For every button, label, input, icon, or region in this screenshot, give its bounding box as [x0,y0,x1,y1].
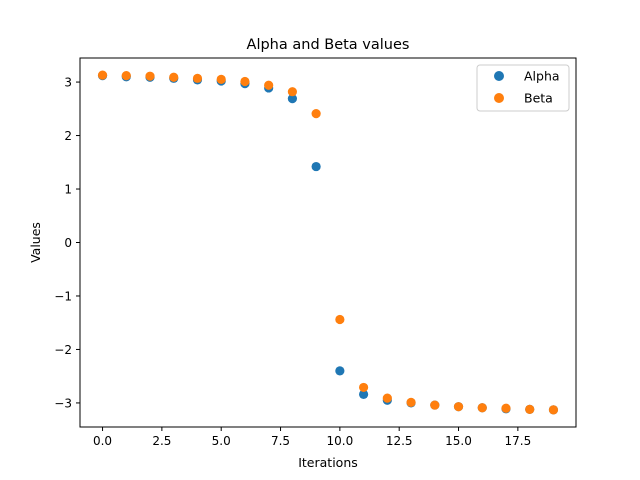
chart-title: Alpha and Beta values [247,37,410,53]
y-tick-label: −3 [54,396,72,410]
x-tick-label: 7.5 [271,434,290,448]
point-beta [382,393,392,403]
point-beta [121,71,131,81]
point-beta [264,80,274,90]
y-axis-ticks: −3 −2 −1 0 1 2 3 [54,76,80,410]
point-beta [240,76,250,87]
point-alpha [287,94,298,104]
legend-marker-alpha [494,71,504,81]
point-beta [192,73,203,83]
point-beta [358,382,369,393]
point-alpha [358,389,369,399]
point-beta [287,87,298,97]
x-tick-label: 17.5 [504,434,531,448]
point-alpha [335,366,345,376]
point-beta [216,74,226,84]
point-alpha [311,161,321,172]
x-axis-ticks: 0.0 2.5 5.0 7.5 10.0 12.5 15.0 17.5 [93,427,531,448]
point-beta [453,402,464,412]
point-beta [169,72,179,82]
x-tick-label: 10.0 [327,434,354,448]
x-tick-label: 2.5 [152,434,171,448]
y-tick-label: 3 [64,76,72,90]
x-tick-label: 5.0 [212,434,231,448]
legend-label-alpha: Alpha [524,69,560,84]
point-beta [97,70,108,80]
y-tick-label: −2 [54,343,72,357]
legend-label-beta: Beta [524,91,553,106]
point-beta [430,400,440,410]
point-beta [335,314,345,325]
x-tick-label: 0.0 [93,434,112,448]
point-beta [406,397,416,407]
legend-marker-beta [494,93,504,103]
data-points [97,70,559,415]
x-tick-label: 12.5 [386,434,413,448]
y-axis-label: Values [28,222,43,263]
x-tick-label: 15.0 [445,434,472,448]
chart-legend: Alpha Beta [476,64,570,112]
point-beta [525,404,535,414]
point-beta [548,405,559,415]
x-axis-label: Iterations [298,455,358,470]
point-beta [477,403,487,413]
y-tick-label: 0 [64,236,72,250]
y-tick-label: 2 [64,129,72,143]
point-beta [501,403,511,413]
y-tick-label: 1 [64,183,72,197]
y-tick-label: −1 [54,289,72,303]
point-beta [311,109,321,119]
point-beta [145,71,155,81]
